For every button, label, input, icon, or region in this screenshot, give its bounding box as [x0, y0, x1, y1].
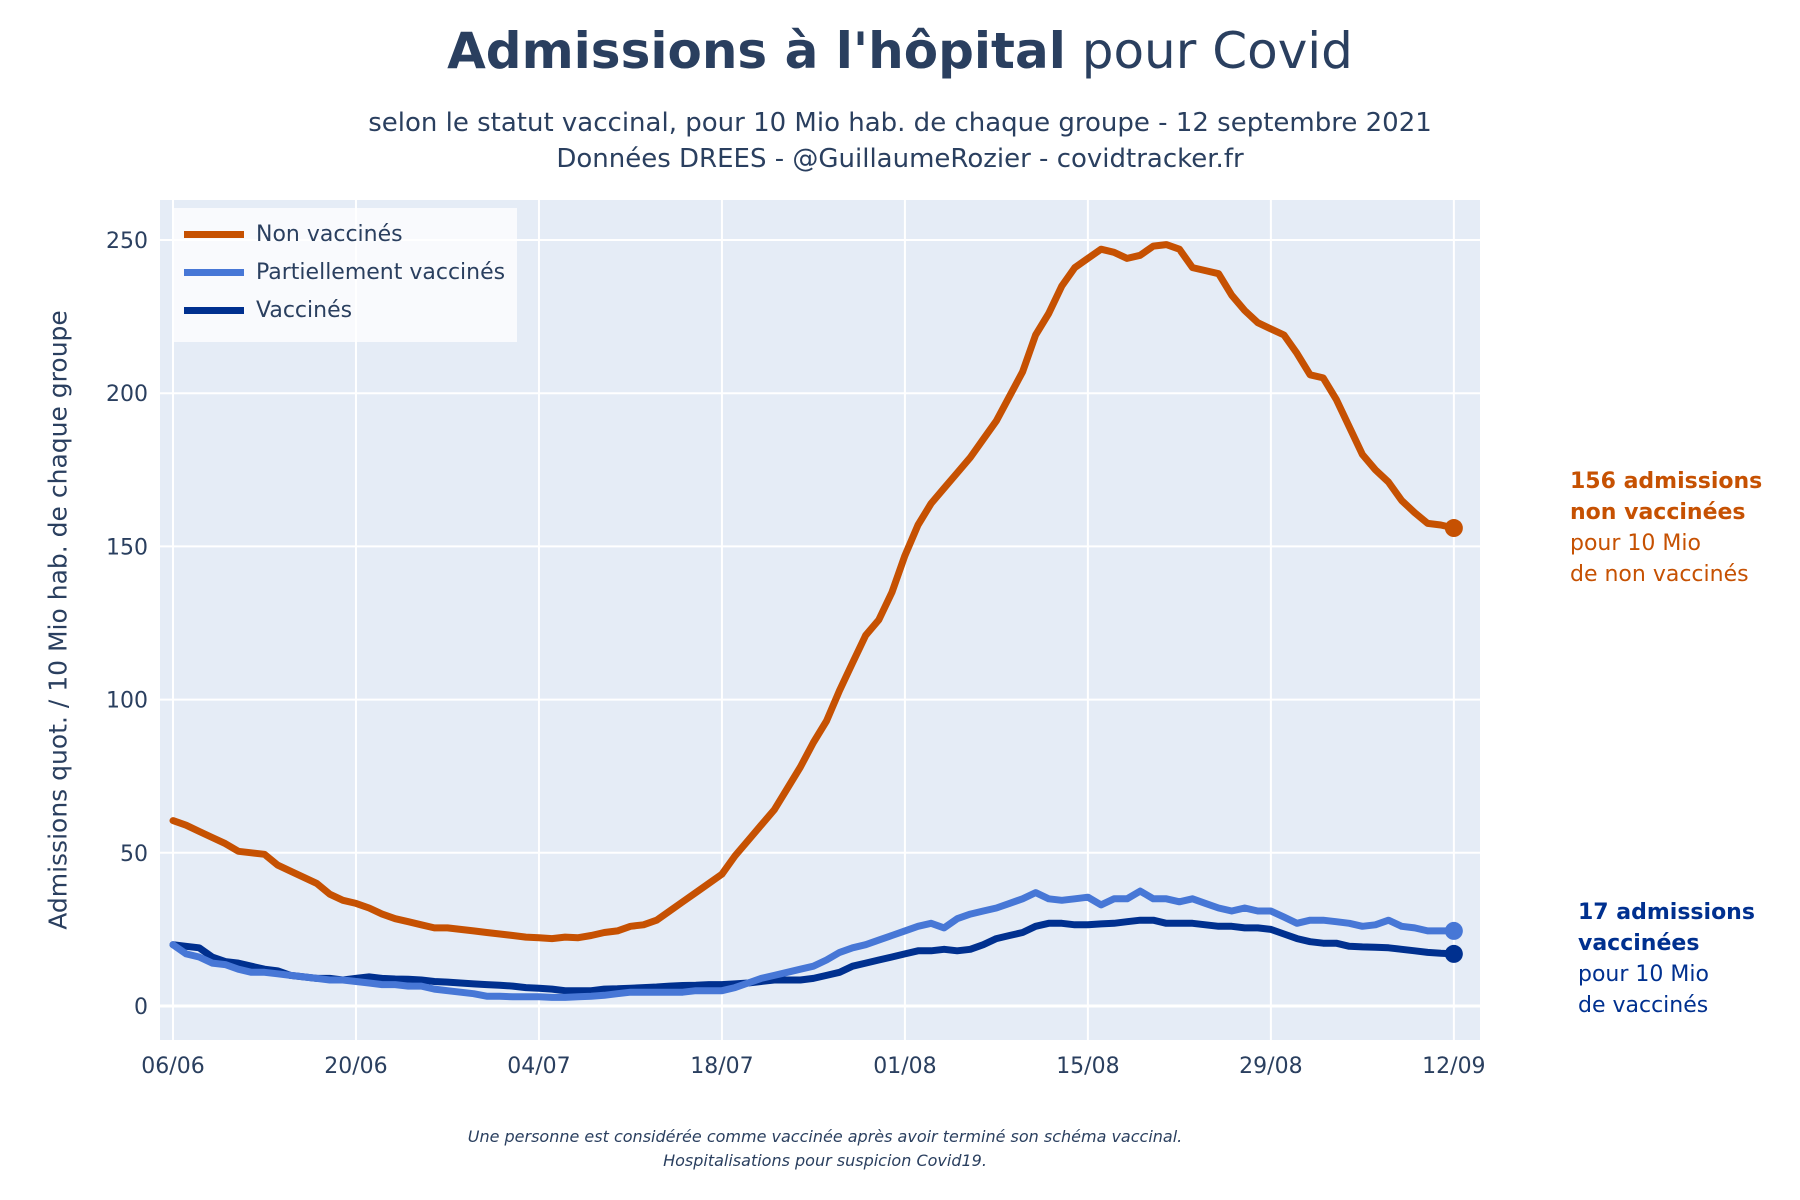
annotation-non-vaccines: 156 admissions non vaccinées pour 10 Mio… — [1570, 466, 1762, 590]
series-line-non-vaccines — [169, 241, 1458, 943]
legend: Non vaccinés Partiellement vaccinés Vacc… — [174, 208, 517, 342]
x-tick-label: 01/08 — [873, 1054, 936, 1079]
annotation-group: non vaccinées — [1570, 500, 1746, 525]
chart-title-bold: Admissions à l'hôpital — [447, 22, 1066, 80]
legend-swatch-vaccines — [184, 306, 244, 314]
y-tick-label: 50 — [120, 842, 148, 867]
series-end-marker-vaccines — [1444, 944, 1463, 963]
chart-title: Admissions à l'hôpital pour Covid — [0, 22, 1800, 80]
x-tick-label: 18/07 — [690, 1054, 753, 1079]
series-line-partiellement-vaccines — [169, 887, 1458, 1001]
chart-source: Données DREES - @GuillaumeRozier - covid… — [556, 144, 1244, 174]
y-tick-label: 200 — [106, 382, 148, 407]
annotation-text: pour 10 Mio — [1578, 962, 1709, 987]
chart-subtitle: selon le statut vaccinal, pour 10 Mio ha… — [368, 108, 1432, 138]
series-end-marker-partiellement-vaccines — [1444, 921, 1463, 940]
annotation-text: de vaccinés — [1578, 993, 1709, 1018]
y-tick-label: 100 — [106, 689, 148, 714]
annotation-text: de non vaccinés — [1570, 562, 1749, 587]
legend-label: Vaccinés — [256, 297, 353, 323]
annotation-text: pour 10 Mio — [1570, 531, 1701, 556]
legend-label: Non vaccinés — [256, 221, 403, 247]
legend-swatch-partiellement-vaccines — [184, 268, 244, 276]
x-tick-label: 29/08 — [1239, 1054, 1302, 1079]
x-tick-label: 04/07 — [507, 1054, 570, 1079]
annotation-vaccines: 17 admissions vaccinées pour 10 Mio de v… — [1578, 897, 1755, 1021]
series-end-marker-non-vaccines — [1444, 519, 1463, 538]
chart-title-rest: pour Covid — [1065, 22, 1353, 80]
legend-item-partiellement-vaccines[interactable]: Partiellement vaccinés — [184, 256, 505, 288]
x-tick-label: 15/08 — [1056, 1054, 1119, 1079]
footnote-line-1: Une personne est considérée comme vaccin… — [467, 1127, 1183, 1146]
x-tick-label: 20/06 — [324, 1054, 387, 1079]
x-tick-label: 06/06 — [141, 1054, 204, 1079]
legend-swatch-non-vaccines — [184, 230, 244, 238]
legend-label: Partiellement vaccinés — [256, 259, 506, 285]
annotation-group: vaccinées — [1578, 931, 1700, 956]
annotation-value: 156 admissions — [1570, 469, 1763, 494]
y-tick-label: 150 — [106, 535, 148, 560]
y-tick-label: 250 — [106, 229, 148, 254]
legend-item-vaccines[interactable]: Vaccinés — [184, 294, 352, 326]
series-line-vaccines — [169, 916, 1458, 995]
y-tick-label: 0 — [134, 995, 148, 1020]
footnote-line-2: Hospitalisations pour suspicion Covid19. — [663, 1151, 987, 1170]
x-tick-label: 12/09 — [1422, 1054, 1485, 1079]
y-axis-label: Admissions quot. / 10 Mio hab. de chaque… — [43, 310, 73, 930]
legend-item-non-vaccines[interactable]: Non vaccinés — [184, 218, 403, 250]
annotation-value: 17 admissions — [1578, 900, 1755, 925]
